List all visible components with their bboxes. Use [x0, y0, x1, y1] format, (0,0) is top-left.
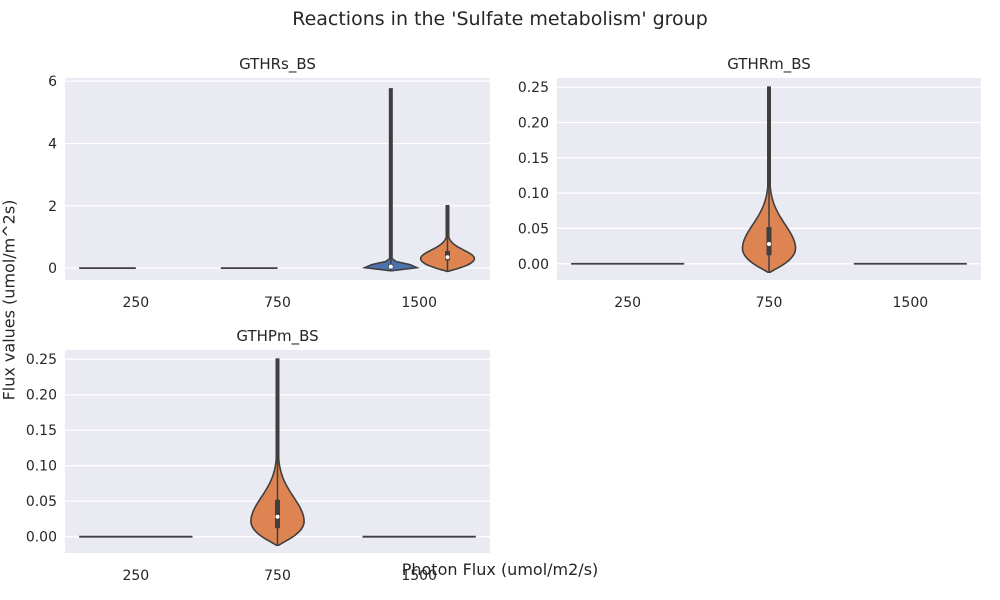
violin-median	[767, 241, 771, 246]
violin-median	[275, 514, 280, 519]
x-tick-label: 250	[614, 295, 641, 311]
panel-title: GTHPm_BS	[236, 327, 318, 346]
panel-3: 0.00 0.05 0.10 0.15 0.20 0.25 250 750 1500 GTHPm_…	[26, 327, 490, 584]
y-tick-label: 0.15	[518, 151, 549, 167]
y-tick-label: 0.10	[26, 459, 57, 475]
x-tick-label: 250	[122, 295, 149, 311]
violin-box	[766, 227, 772, 256]
panel-1: 0 2 4 6 250 750 1500 GTHRs_BS	[48, 55, 490, 311]
y-tick-label: 0.10	[518, 186, 549, 202]
y-tick-label: 2	[48, 199, 57, 215]
x-axis-label: Photon Flux (umol/m2/s)	[401, 560, 599, 579]
y-tick-label: 0.25	[518, 80, 549, 96]
x-tick-label: 1500	[401, 568, 437, 584]
x-tick-label: 750	[756, 295, 783, 311]
x-tick-label: 1500	[401, 295, 437, 311]
panel-title: GTHRm_BS	[727, 55, 811, 74]
x-tick-label: 750	[264, 568, 291, 584]
y-tick-label: 4	[48, 136, 57, 152]
y-tick-label: 0.25	[26, 352, 57, 368]
x-tick-label: 750	[264, 295, 291, 311]
y-tick-label: 0.00	[518, 257, 549, 273]
plot-area	[65, 78, 490, 280]
y-tick-label: 0.15	[26, 423, 57, 439]
violin-median	[388, 264, 393, 269]
panel-title: GTHRs_BS	[239, 55, 316, 74]
y-tick-label: 0	[48, 261, 57, 277]
figure-title: Reactions in the 'Sulfate metabolism' gr…	[292, 8, 708, 30]
y-tick-label: 0.20	[518, 115, 549, 131]
violin-box	[275, 499, 280, 529]
y-tick-label: 6	[48, 74, 57, 90]
y-tick-label: 0.05	[26, 494, 57, 510]
panel-2: 0.00 0.05 0.10 0.15 0.20 0.25 250 750 1500 GTHRm_…	[518, 55, 981, 311]
y-tick-label: 0.05	[518, 221, 549, 237]
x-tick-label: 250	[122, 568, 149, 584]
y-tick-label: 0.20	[26, 388, 57, 404]
x-tick-label: 1500	[893, 295, 929, 311]
violin-median	[445, 255, 450, 260]
y-tick-label: 0.00	[26, 530, 57, 546]
